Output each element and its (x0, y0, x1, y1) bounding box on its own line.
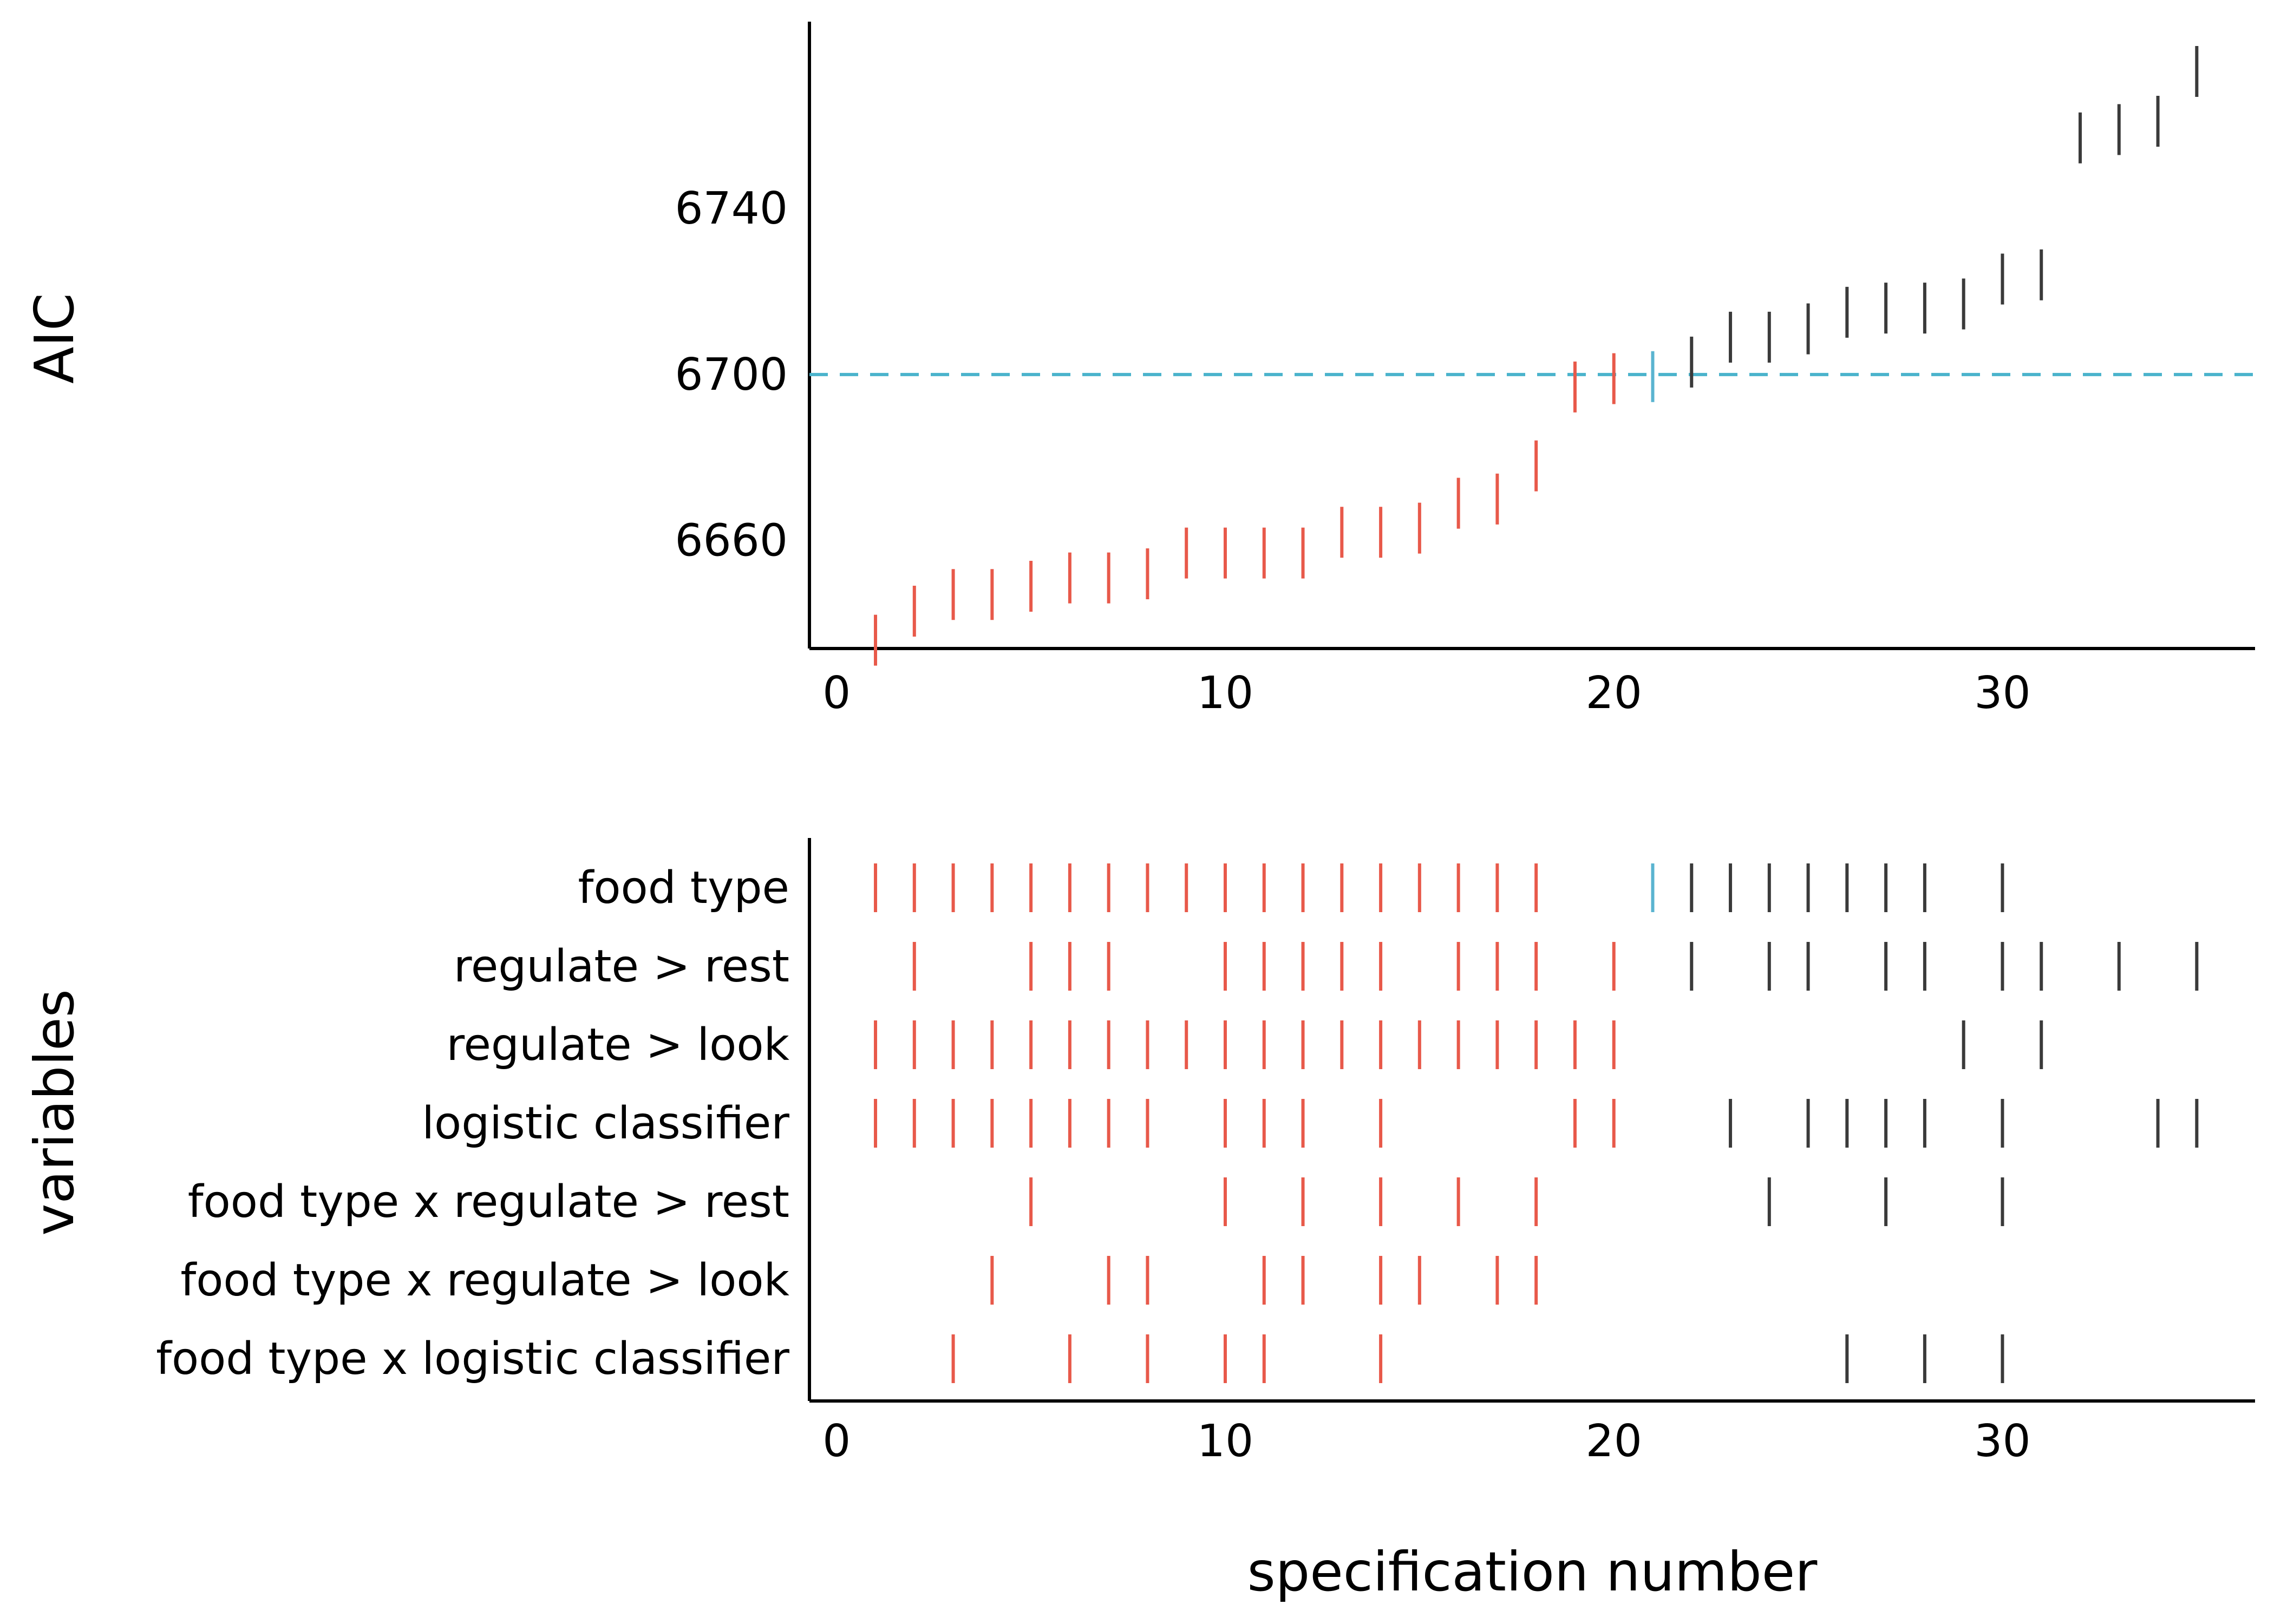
aic-x-tick-label: 0 (822, 667, 851, 719)
variable-label: food type x logistic classifier (156, 1333, 789, 1385)
aic-x-tick-label: 10 (1197, 667, 1253, 719)
variables-axis-title: variables (23, 989, 86, 1236)
aic-panel: 6660 6700 6740 0 10 20 30 (675, 22, 2255, 719)
variable-label: food type (578, 862, 789, 914)
aic-y-tick-label: 6660 (675, 515, 788, 567)
aic-y-tick-label: 6740 (675, 183, 788, 234)
variables-x-tick-label: 10 (1197, 1416, 1253, 1467)
variables-panel: 0 10 20 30 food type regulate > rest regulate … (156, 838, 2255, 1467)
variable-label: food type x regulate > rest (188, 1176, 789, 1228)
variable-label: regulate > rest (454, 941, 789, 992)
aic-y-tick-label: 6700 (675, 349, 788, 401)
aic-axis-title: AIC (23, 293, 86, 384)
variable-label: food type x regulate > look (180, 1255, 789, 1306)
variable-label: regulate > look (447, 1019, 790, 1071)
aic-x-tick-label: 20 (1586, 667, 1642, 719)
specification-number-axis-title: specification number (1247, 1540, 1818, 1603)
aic-x-tick-label: 30 (1974, 667, 2030, 719)
variables-x-tick-label: 30 (1974, 1416, 2030, 1467)
variables-x-tick-label: 0 (822, 1416, 851, 1467)
variable-label: logistic classifier (422, 1098, 789, 1149)
variables-x-tick-label: 20 (1586, 1416, 1642, 1467)
